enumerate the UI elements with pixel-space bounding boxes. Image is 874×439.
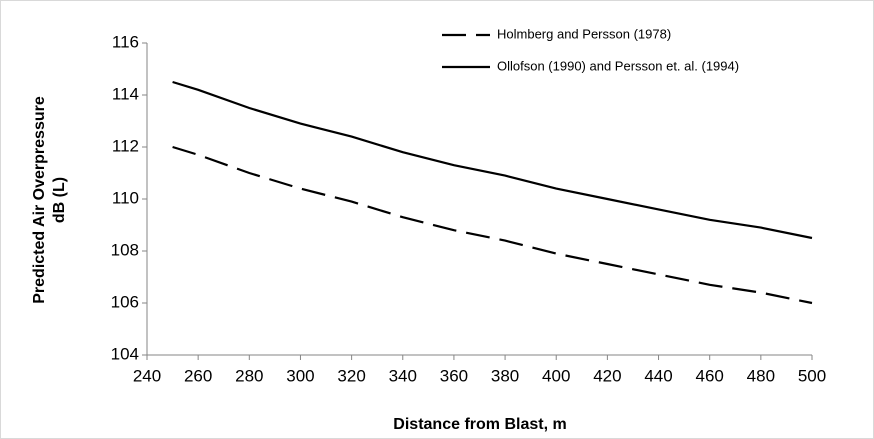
y-tick-label: 104 [111,344,139,363]
x-tick-label: 280 [235,366,263,385]
x-tick-label: 240 [133,366,161,385]
y-tick-label: 114 [112,84,139,103]
y-tick-label: 106 [111,292,139,311]
series-line [172,145,813,305]
x-tick-label: 360 [440,366,468,385]
legend-label: Holmberg and Persson (1978) [497,26,671,41]
x-tick-label: 460 [696,366,724,385]
y-axis-title: dB (L) [51,177,68,223]
x-tick-label: 300 [286,366,314,385]
y-tick-label: 116 [112,32,139,51]
y-axis-title: Predicted Air Overpressure [31,96,48,304]
x-tick-label: 500 [798,366,826,385]
x-tick-label: 400 [542,366,570,385]
series-line [172,80,813,240]
y-tick-label: 112 [112,136,139,155]
x-tick-label: 480 [747,366,775,385]
x-axis-title: Distance from Blast, m [393,416,566,433]
legend-label: Ollofson (1990) and Persson et. al. (199… [497,58,739,73]
x-tick-label: 260 [184,366,212,385]
x-tick-label: 340 [389,366,417,385]
y-tick-label: 110 [112,188,139,207]
x-tick-label: 380 [491,366,519,385]
y-tick-label: 108 [111,240,139,259]
x-tick-label: 420 [593,366,621,385]
x-tick-label: 440 [644,366,672,385]
x-tick-label: 320 [337,366,365,385]
